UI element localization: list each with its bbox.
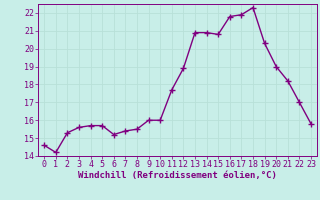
- X-axis label: Windchill (Refroidissement éolien,°C): Windchill (Refroidissement éolien,°C): [78, 171, 277, 180]
